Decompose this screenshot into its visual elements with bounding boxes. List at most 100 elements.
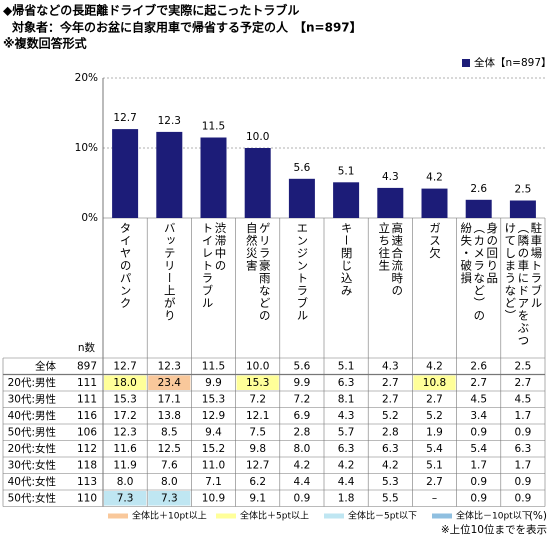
row-label: 20代:男性 — [8, 376, 56, 389]
cell: 4.2 — [426, 360, 443, 372]
cell: 6.3 — [338, 443, 355, 455]
cell: 15.2 — [202, 443, 225, 455]
cell: 4.2 — [294, 459, 311, 471]
cell: 1.9 — [426, 426, 443, 438]
highlight-label: 全体比＋10pt以上 — [132, 510, 207, 522]
highlight-label: 全体比－5pt以下 — [348, 510, 417, 522]
cell: 17.2 — [113, 410, 136, 422]
category-label: タイヤのパンク — [118, 222, 133, 310]
row-n: 112 — [77, 443, 97, 455]
cell: 0.9 — [515, 476, 532, 488]
cell: 5.4 — [426, 443, 443, 455]
cell: 12.9 — [202, 410, 225, 422]
legend-label: 全体【n=897】 — [474, 56, 550, 69]
cell: 1.7 — [515, 410, 532, 422]
cell: 23.4 — [158, 377, 182, 389]
cell: 0.9 — [470, 492, 487, 504]
cell: 8.0 — [161, 476, 178, 488]
cell: 7.2 — [249, 393, 266, 405]
cell: 5.1 — [338, 360, 355, 372]
cell: 4.5 — [470, 393, 487, 405]
cell: 4.4 — [294, 476, 311, 488]
row-label: 50代:男性 — [8, 425, 56, 438]
cell: 9.9 — [205, 377, 222, 389]
cell: 5.2 — [426, 410, 443, 422]
value-label: 2.6 — [470, 183, 487, 195]
value-label: 4.3 — [382, 171, 399, 183]
category-label: 身の回り品 （カメラなど）の 紛失・破損 — [459, 222, 500, 322]
cell: 6.3 — [382, 443, 399, 455]
cell-highlight — [236, 375, 279, 390]
cell: 11.5 — [202, 360, 225, 372]
category-label: ゲリラ豪雨などの 自然災害 — [244, 222, 272, 322]
cell: 8.5 — [161, 426, 178, 438]
cell: 13.8 — [158, 410, 181, 422]
cell: 12.3 — [158, 360, 181, 372]
cell: 15.3 — [246, 377, 269, 389]
value-label: 12.7 — [113, 112, 136, 124]
cell: 2.7 — [426, 476, 443, 488]
cell: 5.5 — [382, 492, 399, 504]
cell: 12.1 — [246, 410, 269, 422]
cell: 0.9 — [515, 492, 532, 504]
y-tick-label: 0% — [81, 212, 98, 224]
cell-highlight — [148, 491, 191, 506]
value-label: 5.1 — [338, 165, 355, 177]
cell: 2.7 — [382, 393, 399, 405]
value-label: 4.2 — [426, 172, 443, 184]
cell: 6.9 — [294, 410, 311, 422]
row-n: 116 — [77, 410, 97, 422]
cell: 5.1 — [426, 459, 443, 471]
highlight-label: 全体比－10pt以下 — [456, 510, 531, 522]
row-label: 30代:男性 — [8, 392, 56, 405]
bar — [333, 182, 360, 218]
value-label: 5.6 — [294, 162, 311, 174]
row-n: 111 — [77, 393, 97, 405]
cell: 8.0 — [117, 476, 134, 488]
row-label: 30代:女性 — [8, 458, 56, 471]
cell: 9.1 — [249, 492, 266, 504]
cell: 18.0 — [113, 377, 136, 389]
cell: 17.1 — [158, 393, 181, 405]
cell: 2.5 — [515, 360, 532, 372]
bar — [421, 188, 448, 218]
cell-highlight — [148, 375, 191, 390]
cell: 2.8 — [382, 426, 399, 438]
category-label: エンジントラブル — [295, 222, 310, 322]
note: ※複数回答形式 — [3, 36, 87, 51]
cell: 6.2 — [249, 476, 266, 488]
title: ◆帰省などの長距離ドライブで実際に起こったトラブル — [3, 3, 299, 18]
cell: 2.8 — [294, 426, 311, 438]
row-label: 50代:女性 — [8, 491, 56, 504]
cell-highlight — [104, 375, 147, 390]
cell: 9.9 — [294, 377, 311, 389]
value-label: 12.3 — [158, 115, 181, 127]
cell: 0.9 — [515, 426, 532, 438]
cell: 4.2 — [382, 459, 399, 471]
category-label: 高速合流時の 立ち往生 — [377, 222, 405, 297]
category-label: キー閉じ込み — [339, 222, 354, 297]
cell: 4.3 — [382, 360, 399, 372]
cell: 7.6 — [161, 459, 178, 471]
bar — [200, 137, 227, 218]
value-label: 11.5 — [202, 121, 225, 133]
cell: 11.9 — [113, 459, 136, 471]
cell: 1.7 — [470, 459, 487, 471]
cell: 10.9 — [202, 492, 225, 504]
row-n: 113 — [77, 476, 97, 488]
cell: 2.6 — [470, 360, 487, 372]
subtitle: 対象者：今年のお盆に自家用車で帰省する予定の人 【n=897】 — [11, 20, 362, 35]
cell: 4.3 — [338, 410, 355, 422]
cell: 12.7 — [246, 459, 269, 471]
cell: 7.2 — [294, 393, 311, 405]
cell: 12.3 — [113, 426, 136, 438]
cell: 11.6 — [113, 443, 137, 455]
cell: 2.7 — [426, 393, 443, 405]
cell: 12.7 — [113, 360, 136, 372]
bar — [288, 178, 315, 218]
n-header: n数 — [78, 341, 96, 354]
y-tick-label: 20% — [75, 72, 98, 84]
cell: 10.8 — [423, 377, 446, 389]
row-n: 111 — [77, 377, 97, 389]
cell: 11.0 — [202, 459, 225, 471]
